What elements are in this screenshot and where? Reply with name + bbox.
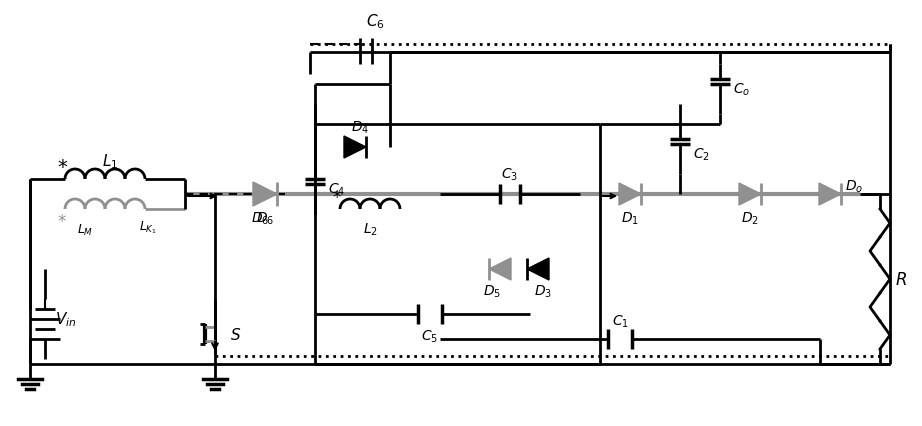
Text: $D_5$: $D_5$ xyxy=(483,283,501,299)
Text: *: * xyxy=(58,213,66,230)
Polygon shape xyxy=(527,259,549,280)
Polygon shape xyxy=(253,183,277,207)
Text: $L_1$: $L_1$ xyxy=(102,152,118,171)
Text: $R$: $R$ xyxy=(895,271,907,288)
Text: *: * xyxy=(57,158,67,177)
Text: $D_4$: $D_4$ xyxy=(351,120,369,136)
Text: $L_2$: $L_2$ xyxy=(362,221,377,238)
Text: $V_{in}$: $V_{in}$ xyxy=(55,310,77,328)
Text: $C_5$: $C_5$ xyxy=(421,328,439,344)
Text: $C_6$: $C_6$ xyxy=(366,13,384,31)
Text: $D_6$: $D_6$ xyxy=(251,210,269,227)
Text: *: * xyxy=(333,189,341,207)
Text: $C_2$: $C_2$ xyxy=(693,147,710,163)
Polygon shape xyxy=(489,259,511,280)
Text: $C_1$: $C_1$ xyxy=(611,313,629,329)
Text: $D_o$: $D_o$ xyxy=(845,178,863,195)
Polygon shape xyxy=(619,184,641,205)
Text: $C_3$: $C_3$ xyxy=(502,167,518,183)
Polygon shape xyxy=(344,137,366,158)
Text: $D_3$: $D_3$ xyxy=(534,283,552,299)
Text: $S$: $S$ xyxy=(230,326,242,342)
Text: $D_6$: $D_6$ xyxy=(256,210,274,227)
Text: $L_{K_1}$: $L_{K_1}$ xyxy=(139,219,157,236)
Polygon shape xyxy=(739,184,761,205)
Text: $L_M$: $L_M$ xyxy=(77,222,93,237)
Text: $D_2$: $D_2$ xyxy=(741,210,759,227)
Text: $D_1$: $D_1$ xyxy=(621,210,639,227)
Text: $C_4$: $C_4$ xyxy=(328,181,345,198)
Polygon shape xyxy=(819,184,841,205)
Text: $C_o$: $C_o$ xyxy=(733,82,751,98)
